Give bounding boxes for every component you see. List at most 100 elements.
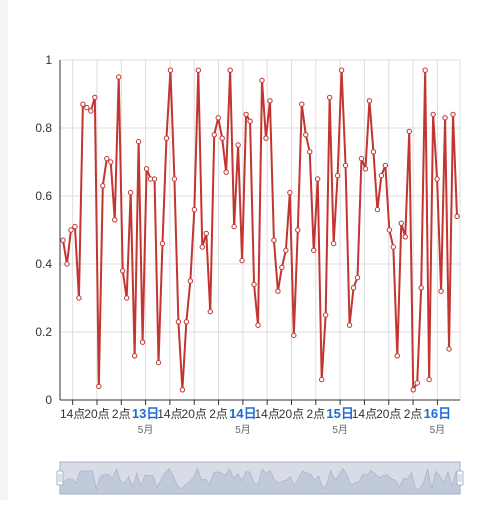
data-point	[239, 257, 245, 264]
data-point	[283, 247, 289, 254]
data-point	[426, 376, 432, 383]
left-panel-edge	[0, 0, 8, 500]
data-point	[179, 387, 186, 393]
data-point	[76, 295, 82, 301]
data-point	[92, 94, 98, 101]
data-point	[159, 240, 166, 247]
data-point	[291, 332, 297, 339]
data-point	[303, 132, 309, 138]
data-point	[195, 67, 202, 73]
x-tick-label: 16日	[424, 406, 451, 421]
slider-handle-right[interactable]	[456, 470, 464, 486]
data-point	[311, 247, 317, 254]
x-tick-label: 20点	[182, 407, 207, 421]
data-point	[334, 172, 341, 179]
data-point	[108, 159, 114, 165]
data-point	[370, 149, 377, 155]
data-point	[119, 268, 126, 274]
data-point	[135, 138, 142, 145]
data-point	[171, 176, 178, 182]
data-point	[215, 115, 221, 121]
data-point	[446, 346, 452, 352]
data-point	[442, 115, 448, 121]
data-point	[96, 383, 102, 390]
data-point	[414, 380, 420, 386]
data-point	[275, 288, 281, 294]
data-point	[386, 227, 393, 233]
data-point	[406, 128, 412, 135]
data-point	[116, 74, 122, 80]
data-point	[255, 322, 261, 328]
data-point	[207, 308, 213, 315]
data-point	[382, 162, 389, 169]
data-point	[219, 135, 225, 141]
data-point	[163, 135, 170, 141]
x-tick-sublabel: 5月	[332, 424, 348, 436]
data-point	[418, 285, 424, 291]
data-point	[247, 118, 253, 124]
data-point	[394, 353, 401, 359]
data-point	[287, 189, 293, 196]
data-point	[127, 189, 134, 196]
data-point	[72, 223, 78, 230]
data-point	[211, 132, 217, 138]
data-point	[131, 353, 138, 359]
data-point	[434, 176, 440, 182]
data-point	[155, 359, 162, 366]
series-line	[62, 69, 458, 391]
data-point	[326, 94, 333, 101]
y-tick-label: 0	[45, 393, 52, 407]
data-point	[68, 227, 74, 233]
y-tick-label: 0.2	[35, 325, 52, 339]
data-point	[330, 240, 337, 247]
y-tick-label: 0.6	[35, 189, 52, 203]
data-point	[231, 223, 237, 230]
data-point	[315, 176, 321, 182]
data-point	[318, 376, 325, 383]
data-point	[64, 261, 70, 267]
data-point	[187, 278, 194, 284]
data-point	[199, 244, 205, 250]
y-tick-label: 1	[45, 53, 52, 67]
data-point	[104, 155, 110, 162]
data-point	[438, 288, 444, 294]
data-point	[223, 169, 229, 175]
x-tick-label: 15日	[326, 406, 353, 421]
x-tick-sublabel: 5月	[235, 424, 251, 436]
data-point	[402, 234, 408, 240]
datazoom-slider[interactable]	[56, 461, 464, 495]
data-point	[60, 237, 66, 243]
data-point	[322, 312, 329, 318]
x-tick-label: 2点	[306, 407, 325, 421]
x-tick-label: 14点	[157, 407, 182, 421]
data-point	[454, 213, 460, 220]
x-tick-label: 14点	[352, 407, 377, 421]
data-point	[450, 111, 456, 118]
x-tick-label: 2点	[404, 407, 423, 421]
x-tick-label: 2点	[209, 407, 228, 421]
data-point	[139, 339, 146, 345]
data-point	[151, 176, 158, 182]
data-point	[271, 237, 277, 243]
data-point	[410, 387, 416, 393]
x-tick-sublabel: 5月	[430, 424, 446, 436]
data-point	[84, 104, 90, 111]
data-point	[422, 67, 428, 73]
data-point	[354, 274, 361, 281]
data-point	[112, 217, 118, 223]
data-point	[167, 67, 174, 73]
data-point	[430, 111, 436, 118]
data-point	[362, 166, 369, 172]
data-point	[259, 77, 265, 84]
slider-handle-left[interactable]	[56, 470, 64, 486]
data-point	[338, 67, 345, 73]
series-layer	[62, 69, 458, 391]
data-point	[342, 162, 349, 169]
points-layer	[60, 67, 460, 393]
x-tick-sublabel: 5月	[138, 424, 154, 436]
data-point	[251, 281, 257, 288]
slider-preview	[59, 467, 461, 495]
